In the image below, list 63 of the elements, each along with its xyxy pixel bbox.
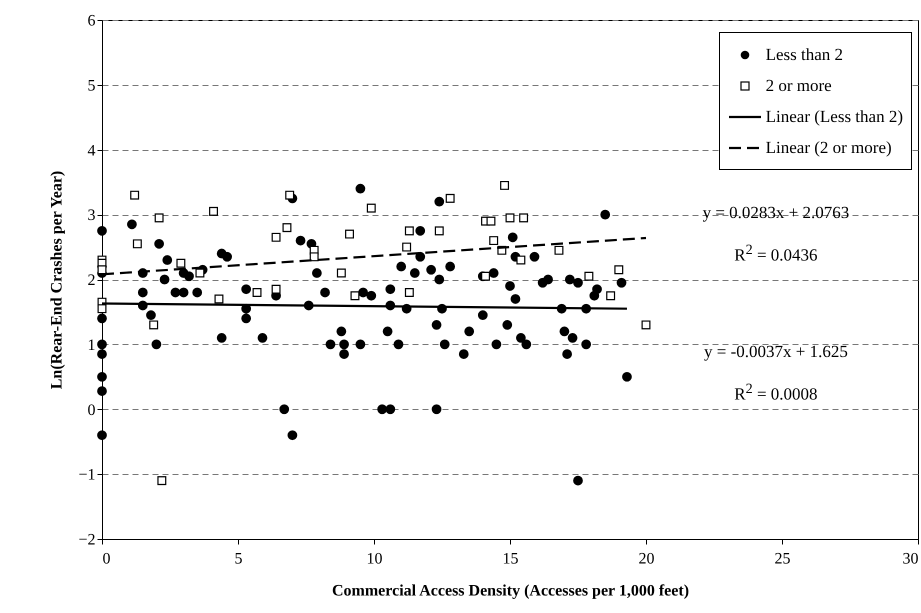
legend-label: Linear (Less than 2): [766, 106, 903, 126]
y-tick-label: 6: [88, 12, 96, 30]
point: [506, 213, 514, 222]
point: [176, 258, 186, 268]
point: [481, 272, 490, 281]
point: [642, 320, 650, 330]
point: [554, 246, 564, 255]
point: [214, 294, 224, 304]
y-tick-label: −1: [78, 466, 96, 484]
point: [516, 256, 526, 265]
x-tick-label: 0: [102, 550, 110, 568]
point: [310, 252, 319, 262]
point: [98, 304, 106, 314]
point: [157, 476, 166, 486]
annotation: y = 0.0283x + 2.0763: [702, 202, 850, 223]
legend-label: 2 or more: [766, 76, 832, 96]
x-tick-label: 25: [774, 550, 790, 568]
x-tick-label: 30: [902, 550, 918, 568]
y-axis-title: Ln(Rear-End Crashes per Year): [48, 170, 66, 390]
x-tick-label: 20: [638, 550, 654, 568]
point: [345, 230, 354, 239]
point: [282, 223, 292, 232]
point: [606, 291, 616, 300]
point: [584, 272, 594, 281]
point: [285, 190, 294, 200]
point: [402, 242, 412, 252]
point: [272, 232, 281, 242]
legend-label: Linear (2 or more): [766, 138, 892, 158]
legend-label: Less than 2: [766, 44, 844, 64]
point: [350, 291, 360, 300]
point: [404, 226, 414, 236]
annotation: R$^{2}$ = 0.0008: [734, 381, 818, 405]
point: [489, 236, 498, 246]
point: [500, 180, 510, 190]
point: [252, 288, 262, 297]
point: [519, 213, 528, 222]
y-tick-label: 3: [88, 207, 96, 224]
x-tick-label: 10: [366, 550, 382, 568]
y-tick-label: 5: [88, 77, 96, 94]
point: [336, 268, 346, 278]
y-tick-label: −2: [78, 532, 96, 548]
point: [149, 320, 158, 330]
point: [132, 239, 142, 248]
annotation: R$^{2}$ = 0.0436: [734, 242, 818, 266]
y-tick-label: 0: [88, 402, 96, 419]
point: [209, 206, 218, 216]
x-axis-title: Commercial Access Density (Accesses per 1,000 feet): [332, 582, 690, 600]
point: [614, 265, 624, 274]
y-tick-label: 1: [88, 336, 96, 354]
point: [486, 216, 496, 226]
point: [195, 268, 204, 278]
point: [154, 213, 164, 222]
point: [446, 194, 455, 203]
y-tick-label: 4: [88, 142, 96, 160]
annotation: y = -0.0037x + 1.625: [704, 342, 848, 362]
x-tick-label: 5: [234, 550, 242, 568]
y-tick-label: 2: [88, 272, 96, 289]
point: [404, 288, 414, 297]
point: [272, 284, 281, 294]
x-tick-label: 15: [502, 550, 518, 568]
point: [366, 204, 376, 213]
point: [434, 226, 444, 236]
point: [130, 190, 140, 200]
